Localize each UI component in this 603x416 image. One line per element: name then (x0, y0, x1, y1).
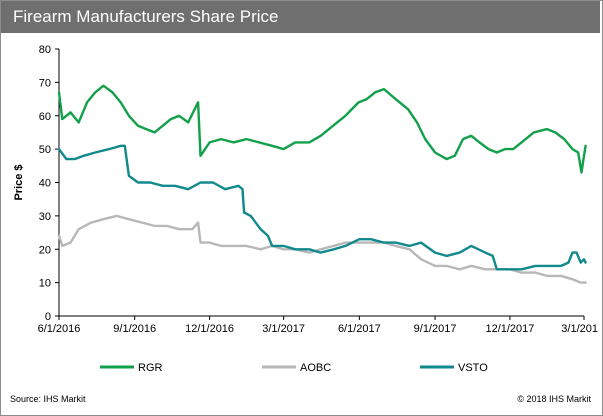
series-line-rgr (57, 84, 587, 174)
y-tick-label: 80 (39, 44, 51, 56)
chart-title: Firearm Manufacturers Share Price (13, 7, 279, 26)
x-tick-label: 12/1/2017 (485, 323, 534, 335)
y-tick-label: 30 (39, 211, 51, 223)
legend-label-vsto: VSTO (458, 362, 488, 374)
x-tick-label: 12/1/2016 (185, 323, 234, 335)
y-axis-title: Price $ (13, 164, 25, 200)
y-tick-label: 70 (39, 77, 51, 89)
series-line-aobc (57, 214, 587, 284)
y-tick-label: 10 (39, 278, 51, 290)
x-tick-label: 6/1/2016 (38, 323, 81, 335)
legend-label-rgr: RGR (138, 362, 163, 374)
series-line-vsto (57, 144, 587, 271)
y-tick-label: 50 (39, 144, 51, 156)
legend-label-aobc: AOBC (300, 362, 331, 374)
x-tick-label: 3/1/201 (561, 323, 598, 335)
x-tick-label: 6/1/2017 (338, 323, 381, 335)
y-tick-label: 40 (39, 178, 51, 190)
x-tick-label: 9/1/2017 (414, 323, 457, 335)
x-tick-label: 9/1/2016 (113, 323, 156, 335)
source-note: Source: IHS Markit (10, 394, 86, 404)
y-tick-label: 0 (45, 311, 51, 323)
copyright-note: © 2018 IHS Markit (517, 394, 591, 404)
y-tick-label: 60 (39, 111, 51, 123)
x-tick-label: 3/1/2017 (262, 323, 305, 335)
y-tick-label: 20 (39, 244, 51, 256)
title-bar: Firearm Manufacturers Share Price (1, 1, 600, 33)
